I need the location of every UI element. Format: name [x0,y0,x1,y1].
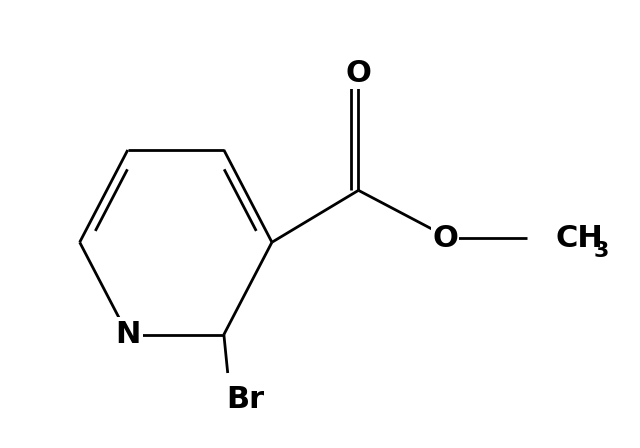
Text: O: O [432,224,458,253]
Text: 3: 3 [594,241,609,261]
Text: CH: CH [556,224,604,253]
Text: N: N [115,320,140,349]
Text: Br: Br [226,385,264,414]
Text: O: O [346,59,371,87]
